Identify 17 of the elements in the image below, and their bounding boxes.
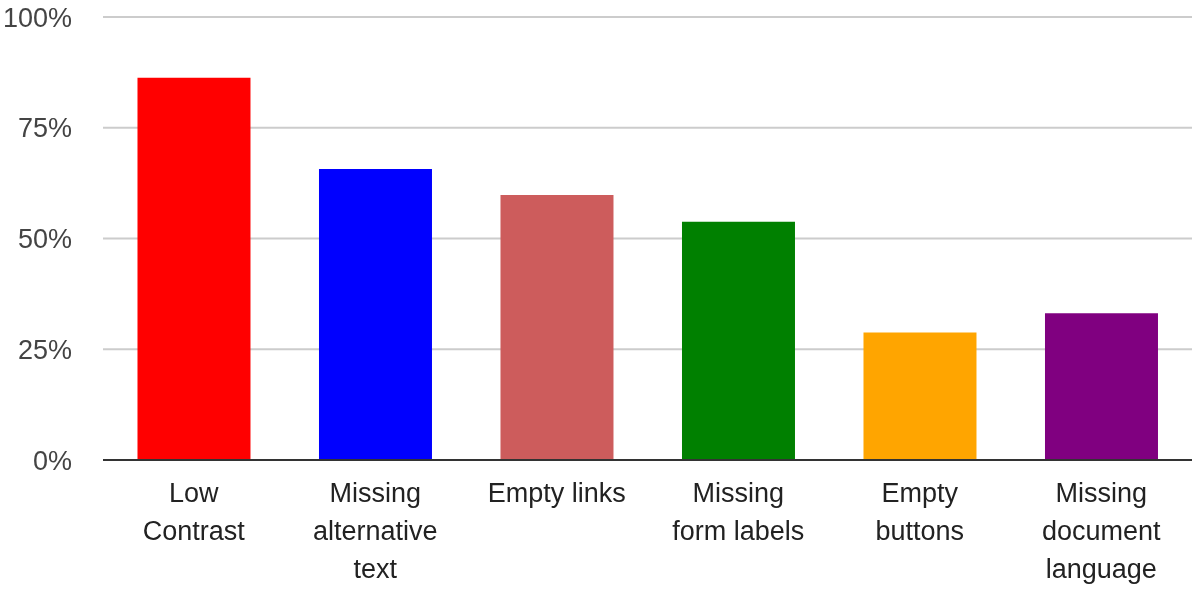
- y-tick-label: 75%: [17, 113, 72, 144]
- bar: [137, 77, 251, 460]
- y-tick-label: 50%: [17, 224, 72, 255]
- x-tick-label: Low Contrast: [142, 478, 246, 547]
- bar: [863, 332, 977, 460]
- y-tick-label: 25%: [17, 334, 72, 365]
- bar: [500, 195, 614, 460]
- y-tick-label: 0%: [32, 445, 72, 476]
- x-tick-label: Empty buttons: [875, 478, 965, 547]
- x-tick-label: Empty links: [487, 478, 626, 509]
- x-tick-label: Missing form labels: [672, 478, 805, 547]
- x-tick-label: Missing alternative text: [312, 478, 438, 585]
- bar: [681, 221, 795, 460]
- x-tick-label: Missing document language: [1041, 478, 1162, 585]
- bar: [1044, 313, 1158, 460]
- bar: [318, 168, 432, 460]
- y-tick-label: 100%: [2, 2, 72, 33]
